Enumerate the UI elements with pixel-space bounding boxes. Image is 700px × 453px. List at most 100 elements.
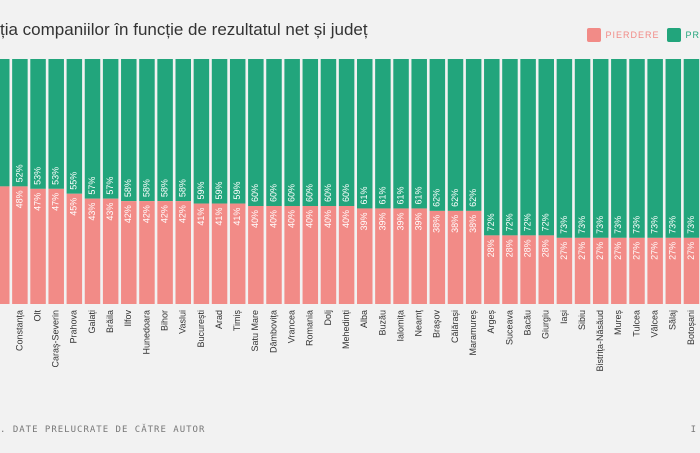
category-label: Bistrița-Năsăud	[595, 310, 605, 372]
bar-profit-label: 55%	[69, 172, 79, 190]
bar-profit	[465, 59, 482, 211]
bar-profit-label: 72%	[504, 213, 514, 231]
bar-loss	[211, 203, 228, 304]
bar-profit	[447, 59, 464, 211]
legend-item-profit: PR	[667, 28, 700, 42]
bar-loss-label: 47%	[51, 193, 61, 211]
legend-swatch-pierdere	[587, 28, 602, 42]
category-label: Bihor	[159, 310, 169, 331]
bar-profit	[538, 59, 554, 236]
bar-profit-label: 61%	[377, 186, 387, 204]
bar-profit	[211, 59, 228, 204]
legend-label-profit: PR	[685, 30, 700, 40]
bar-profit-label: 60%	[305, 184, 315, 202]
bar-profit	[429, 59, 446, 211]
bar-loss-label: 48%	[14, 190, 24, 208]
bar-loss	[48, 188, 64, 304]
bar-profit-label: 58%	[141, 179, 151, 197]
category-label: Suceava	[504, 310, 514, 345]
bar-profit	[629, 59, 645, 238]
bar-profit-label: 53%	[51, 167, 61, 185]
category-label: Iași	[559, 310, 569, 324]
category-label: Romania	[305, 310, 315, 346]
bar-profit	[157, 59, 173, 202]
bar-loss-label: 42%	[178, 205, 188, 223]
bar-profit	[411, 59, 427, 209]
bar-loss	[266, 206, 282, 304]
bar-loss-label: 38%	[468, 215, 478, 233]
bar-profit-label: 57%	[105, 177, 115, 195]
bar-loss-label: 27%	[559, 242, 569, 260]
bar-profit-label: 73%	[613, 216, 623, 234]
bar-loss-label: 39%	[377, 212, 387, 230]
bar-loss-label: 38%	[432, 215, 442, 233]
bar-profit-label: 60%	[250, 184, 260, 202]
bar-loss-label: 40%	[287, 210, 297, 228]
bar-profit	[229, 59, 246, 204]
bar-loss-label: 27%	[613, 242, 623, 260]
legend-item-pierdere: PIERDERE	[587, 28, 659, 42]
bar-profit	[338, 59, 355, 206]
bar-profit-label: 62%	[432, 189, 442, 207]
bar-loss	[484, 235, 500, 304]
category-label: Botoșani	[686, 310, 696, 345]
bar-profit-label: 73%	[650, 216, 660, 234]
bar-profit	[193, 59, 210, 204]
bar-loss	[139, 201, 155, 304]
category-label: Mehedinți	[341, 310, 351, 349]
category-label: Olt	[32, 310, 42, 322]
bar-loss-label: 27%	[577, 242, 587, 260]
category-label: Bacău	[522, 310, 532, 336]
bar-profit-label: 60%	[341, 184, 351, 202]
bar-profit	[611, 59, 627, 238]
bar-profit	[320, 59, 337, 206]
bar-profit-label: 58%	[159, 179, 169, 197]
bar-loss	[320, 206, 337, 304]
bar-loss	[647, 237, 663, 304]
category-label: Vrancea	[287, 310, 297, 343]
bar-loss	[229, 203, 246, 304]
bar-profit-label: 73%	[686, 216, 696, 234]
category-label: Satu Mare	[250, 310, 260, 352]
bar-profit	[0, 59, 10, 187]
bar-loss	[574, 237, 591, 304]
bar-loss-label: 43%	[105, 203, 115, 221]
bar-loss	[357, 208, 373, 304]
category-label: Ilfov	[123, 310, 133, 327]
bar-profit-label: 60%	[268, 184, 278, 202]
bar-profit-label: 53%	[32, 167, 42, 185]
bar-loss-label: 42%	[123, 205, 133, 223]
bar-loss-label: 40%	[250, 210, 260, 228]
bar-profit-label: 60%	[287, 184, 297, 202]
legend-label-pierdere: PIERDERE	[605, 30, 660, 40]
bar-loss-label: 39%	[414, 212, 424, 230]
bar-profit	[175, 59, 191, 202]
category-label: Giurgiu	[541, 310, 551, 339]
bar-loss	[520, 235, 536, 304]
bar-loss	[393, 208, 409, 304]
bar-profit-label: 73%	[668, 216, 678, 234]
bar-loss	[411, 208, 427, 304]
bar-profit	[357, 59, 373, 209]
bar-profit-label: 61%	[359, 186, 369, 204]
bar-profit-label: 60%	[323, 184, 333, 202]
bar-profit	[520, 59, 536, 236]
bar-loss-label: 41%	[196, 208, 206, 226]
source-note: . DATE PRELUCRATE DE CĂTRE AUTOR	[0, 425, 206, 435]
bar-loss-label: 43%	[87, 203, 97, 221]
bar-profit	[665, 59, 682, 238]
bar-profit	[683, 59, 700, 238]
bar-profit	[248, 59, 264, 206]
category-label: Timiș	[232, 310, 242, 332]
bar-loss-label: 27%	[650, 242, 660, 260]
bar-loss-label: 42%	[159, 205, 169, 223]
bar-loss-label: 38%	[450, 215, 460, 233]
bar-profit	[302, 59, 319, 206]
bar-loss	[629, 237, 645, 304]
bar-loss	[121, 201, 137, 304]
bar-loss-label: 40%	[268, 210, 278, 228]
bar-loss	[12, 186, 28, 304]
bar-profit	[592, 59, 609, 238]
bar-profit-label: 59%	[232, 182, 242, 200]
bar-profit-label: 52%	[14, 164, 24, 182]
